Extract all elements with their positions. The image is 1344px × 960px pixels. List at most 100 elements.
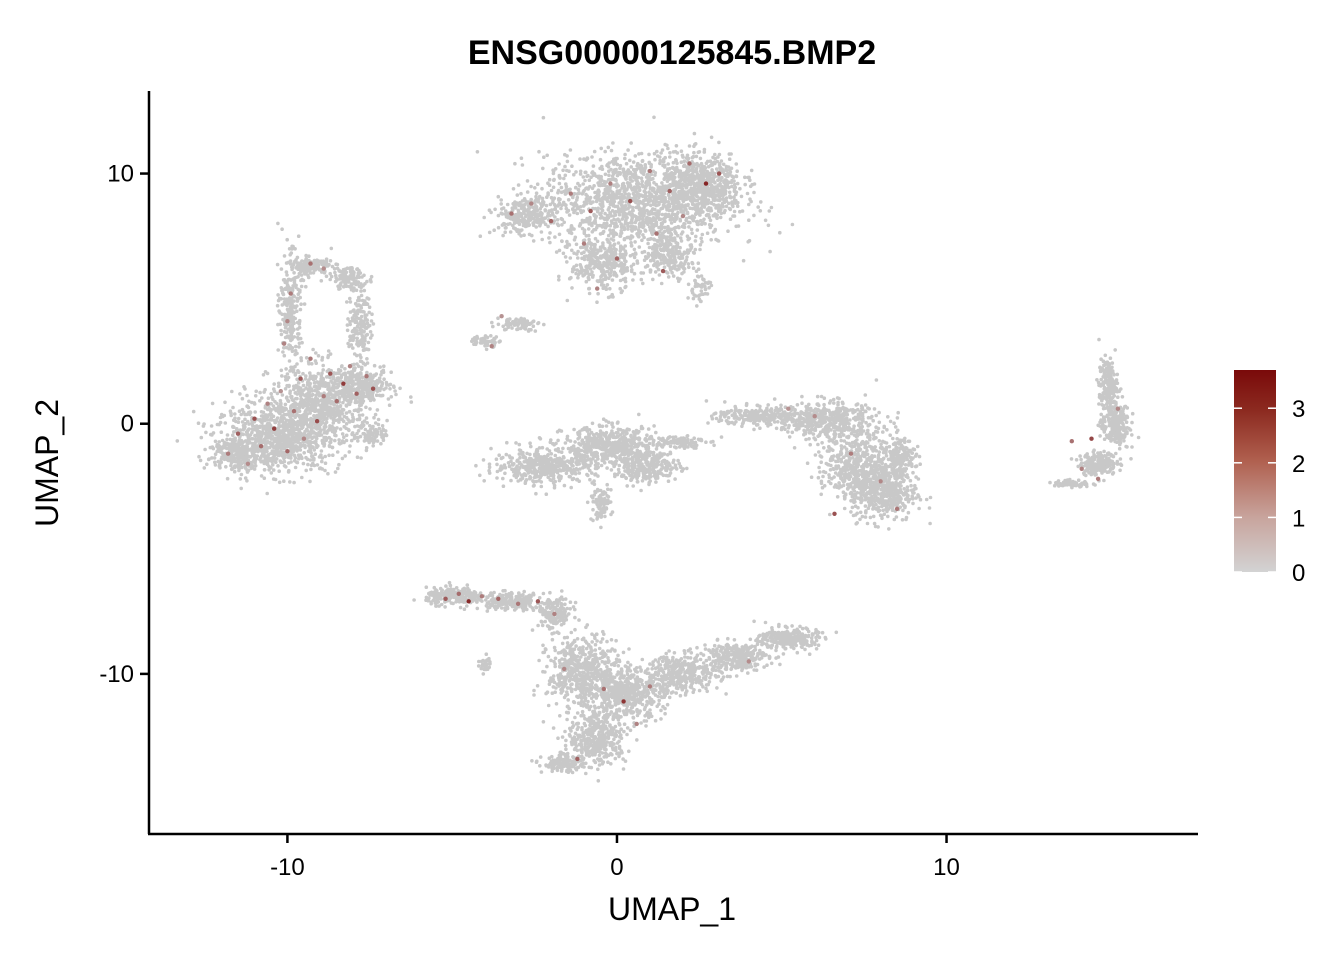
- background-point: [310, 362, 314, 366]
- background-point: [591, 173, 596, 178]
- background-point: [344, 376, 348, 380]
- background-point: [291, 369, 296, 374]
- background-point: [642, 168, 646, 172]
- background-point: [698, 243, 703, 247]
- background-point: [710, 168, 714, 172]
- background-point: [719, 193, 723, 198]
- background-point: [328, 375, 332, 380]
- background-point: [323, 461, 328, 466]
- background-point: [294, 266, 298, 270]
- background-point: [299, 402, 303, 407]
- background-point: [665, 143, 669, 148]
- background-point: [617, 219, 622, 223]
- background-point: [368, 372, 373, 377]
- background-point: [314, 393, 318, 398]
- background-point: [311, 347, 315, 352]
- background-point: [328, 352, 333, 356]
- background-point: [708, 177, 712, 182]
- background-point: [653, 173, 657, 177]
- background-point: [289, 251, 294, 255]
- background-point: [290, 349, 295, 354]
- background-point: [343, 282, 348, 287]
- background-point: [338, 415, 342, 419]
- background-point: [276, 453, 280, 458]
- background-point: [394, 392, 398, 397]
- background-point: [752, 190, 756, 195]
- background-point: [304, 284, 308, 289]
- background-point: [691, 218, 696, 223]
- background-point: [548, 202, 553, 207]
- background-point: [370, 333, 374, 338]
- background-point: [291, 398, 296, 403]
- background-point: [301, 383, 306, 388]
- background-point: [363, 380, 367, 384]
- background-point: [310, 408, 314, 413]
- background-point: [292, 271, 296, 275]
- background-point: [370, 379, 375, 384]
- background-point: [272, 382, 277, 386]
- background-point: [240, 465, 244, 470]
- background-point: [365, 389, 369, 393]
- background-point: [348, 444, 352, 448]
- background-point: [299, 268, 303, 273]
- background-point: [584, 186, 588, 191]
- background-point: [295, 362, 299, 366]
- background-point: [496, 225, 501, 230]
- background-point: [646, 241, 650, 246]
- background-point: [732, 209, 737, 214]
- background-point: [306, 423, 310, 428]
- background-point: [569, 228, 573, 233]
- background-point: [343, 386, 348, 391]
- background-point: [592, 184, 596, 188]
- background-point: [627, 205, 632, 209]
- background-point: [301, 371, 305, 376]
- background-point: [322, 444, 326, 448]
- background-point: [739, 194, 744, 199]
- background-point: [682, 225, 687, 230]
- background-point: [265, 440, 269, 444]
- background-point: [280, 227, 284, 231]
- background-point: [320, 355, 325, 360]
- background-point: [734, 162, 739, 166]
- background-point: [609, 214, 613, 218]
- background-point: [263, 417, 268, 422]
- background-point: [247, 399, 251, 404]
- background-point: [347, 450, 352, 454]
- background-point: [353, 374, 357, 378]
- background-point: [351, 417, 356, 422]
- background-point: [265, 491, 270, 496]
- background-point: [738, 209, 742, 214]
- background-point: [580, 192, 585, 196]
- background-point: [336, 284, 340, 289]
- background-point: [583, 219, 588, 224]
- background-point: [315, 463, 320, 467]
- background-point: [365, 302, 369, 306]
- background-point: [557, 175, 562, 179]
- background-point: [603, 187, 608, 192]
- background-point: [707, 222, 712, 227]
- background-point: [306, 462, 310, 467]
- background-point: [341, 393, 346, 398]
- background-point: [640, 159, 645, 163]
- background-point: [670, 165, 675, 170]
- background-point: [677, 202, 681, 206]
- background-point: [240, 396, 245, 401]
- background-point: [768, 249, 772, 254]
- background-point: [596, 195, 600, 200]
- background-point: [537, 149, 541, 154]
- background-point: [330, 445, 335, 450]
- background-point: [296, 292, 301, 297]
- background-point: [706, 208, 710, 212]
- background-point: [567, 169, 571, 173]
- background-point: [355, 267, 360, 271]
- background-point: [289, 365, 293, 370]
- background-point: [667, 202, 671, 207]
- background-point: [288, 414, 292, 419]
- background-point: [600, 200, 605, 204]
- background-point: [713, 185, 718, 189]
- background-point: [356, 380, 361, 384]
- background-point: [378, 365, 383, 369]
- background-point: [591, 164, 596, 168]
- background-point: [305, 408, 310, 412]
- background-point: [546, 181, 550, 185]
